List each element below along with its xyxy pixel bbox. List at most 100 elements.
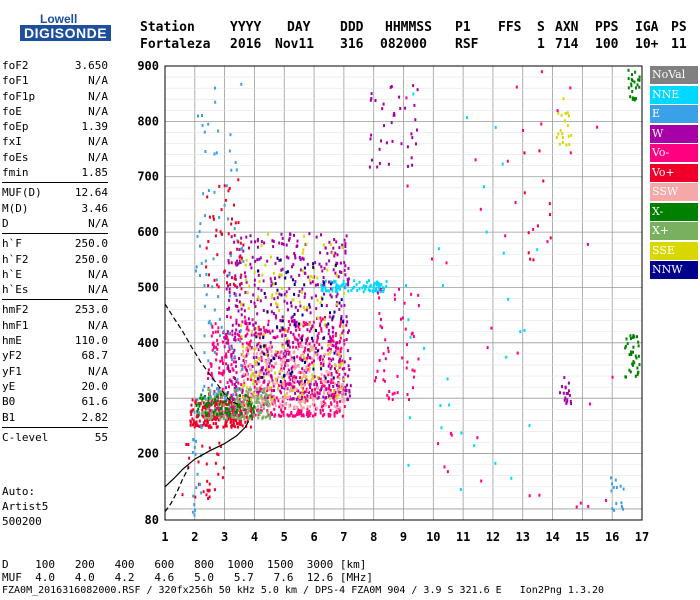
echo-point (256, 390, 258, 394)
echo-point (315, 346, 317, 350)
echo-point (270, 303, 272, 307)
echo-point (245, 341, 248, 345)
header-value-3: 316 (340, 37, 364, 52)
echo-point (333, 310, 336, 314)
echo-point (328, 280, 330, 284)
echo-point (257, 362, 260, 366)
echo-point (303, 384, 306, 388)
echo-point (315, 394, 318, 398)
echo-point (253, 283, 256, 287)
echo-point (626, 342, 629, 346)
echo-point (225, 424, 228, 428)
echo-point (233, 227, 236, 231)
echo-point (301, 290, 304, 294)
echo-point (240, 335, 243, 338)
echo-point (225, 287, 228, 291)
plot-frame (164, 65, 643, 521)
echo-point (479, 207, 482, 211)
echo-point (216, 402, 219, 406)
echo-point (281, 319, 284, 323)
echo-point (296, 411, 299, 415)
echo-point (325, 262, 328, 266)
echo-point (320, 385, 323, 389)
echo-point (302, 305, 305, 309)
echo-point (339, 333, 342, 337)
echo-point (285, 255, 288, 259)
echo-point (255, 335, 258, 339)
echo-point (278, 371, 281, 375)
echo-point (207, 368, 210, 372)
echo-point (325, 387, 328, 391)
echo-point (362, 290, 365, 294)
echo-point (335, 406, 338, 410)
echo-point (628, 368, 631, 372)
param-separator (2, 426, 108, 428)
echo-point (255, 355, 258, 359)
echo-point (298, 328, 301, 332)
echo-point (239, 247, 242, 251)
echo-point (235, 318, 238, 322)
echo-point (255, 382, 258, 386)
echo-point (268, 404, 271, 408)
echo-point (218, 441, 221, 445)
echo-point (324, 352, 327, 356)
echo-point (250, 405, 252, 409)
echo-point (280, 375, 283, 379)
echo-point (342, 291, 345, 295)
echo-point (264, 360, 267, 363)
echo-point (320, 319, 323, 323)
echo-point (296, 244, 299, 248)
echo-point (321, 285, 324, 289)
echo-point (257, 356, 260, 360)
echo-point (334, 251, 337, 255)
echo-point (313, 328, 316, 332)
echo-point (299, 304, 302, 308)
echo-point (339, 261, 342, 265)
echo-point (240, 302, 243, 306)
echo-point (225, 362, 228, 366)
echo-point (327, 328, 330, 332)
echo-point (262, 326, 265, 330)
echo-point (273, 401, 276, 405)
echo-point (315, 307, 318, 311)
echo-point (260, 288, 263, 292)
echo-point (312, 364, 315, 367)
echo-point (322, 360, 325, 363)
echo-point (218, 389, 221, 392)
echo-point (292, 345, 295, 349)
echo-point (214, 330, 217, 334)
header-value-10: 10+ (635, 37, 659, 52)
echo-point (253, 270, 256, 274)
param-row: foF1p N/A (2, 89, 108, 104)
echo-point (277, 356, 280, 360)
echo-point (261, 368, 264, 372)
echo-point (243, 372, 246, 376)
echo-point (293, 292, 296, 296)
echo-point (328, 384, 331, 387)
echo-point (246, 291, 249, 295)
echo-point (300, 409, 303, 413)
echo-point (290, 275, 293, 279)
echo-point (519, 330, 522, 334)
header-label-9: PPS (595, 20, 619, 35)
echo-point (231, 329, 234, 333)
echo-point (333, 280, 336, 284)
x-tick-label: 11 (456, 530, 470, 544)
param-value: 61.6 (81, 395, 109, 409)
echo-point (281, 267, 284, 271)
echo-point (306, 336, 309, 340)
echo-point (260, 359, 263, 363)
legend-item-e: E (650, 105, 698, 123)
echo-point (239, 259, 241, 263)
echo-point (233, 386, 236, 390)
echo-point (292, 332, 295, 336)
echo-point (329, 343, 332, 347)
echo-point (326, 251, 329, 255)
echo-point (246, 373, 248, 376)
echo-point (342, 324, 345, 328)
echo-point (210, 412, 212, 416)
echo-point (318, 392, 321, 395)
echo-point (216, 253, 219, 257)
echo-point (320, 233, 322, 237)
echo-point (514, 201, 517, 205)
